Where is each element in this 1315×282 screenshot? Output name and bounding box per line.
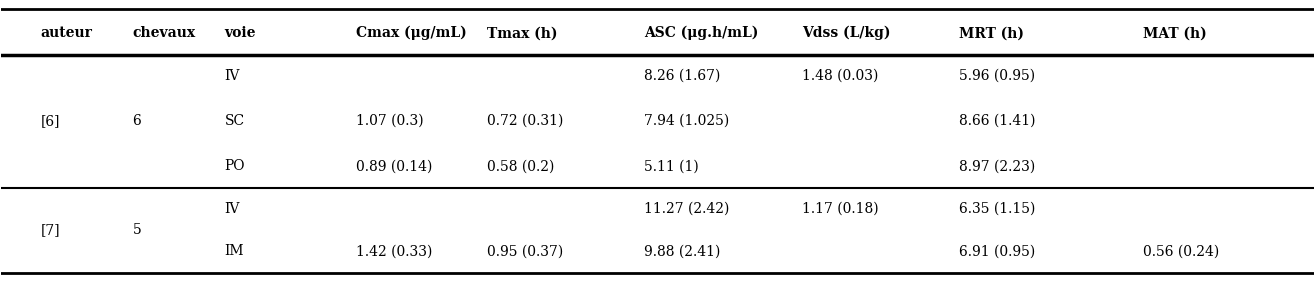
Text: voie: voie xyxy=(225,26,256,40)
Text: ASC (μg.h/mL): ASC (μg.h/mL) xyxy=(644,26,759,41)
Text: MAT (h): MAT (h) xyxy=(1143,26,1207,40)
Text: IV: IV xyxy=(225,202,239,216)
Text: 0.72 (0.31): 0.72 (0.31) xyxy=(487,114,563,128)
Text: SC: SC xyxy=(225,114,245,128)
Text: 1.07 (0.3): 1.07 (0.3) xyxy=(355,114,423,128)
Text: 1.48 (0.03): 1.48 (0.03) xyxy=(802,69,878,83)
Text: [6]: [6] xyxy=(41,114,60,128)
Text: 0.95 (0.37): 0.95 (0.37) xyxy=(487,244,563,258)
Text: IM: IM xyxy=(225,244,245,258)
Text: 8.26 (1.67): 8.26 (1.67) xyxy=(644,69,721,83)
Text: PO: PO xyxy=(225,159,245,173)
Text: 0.58 (0.2): 0.58 (0.2) xyxy=(487,159,555,173)
Text: 0.56 (0.24): 0.56 (0.24) xyxy=(1143,244,1219,258)
Text: 7.94 (1.025): 7.94 (1.025) xyxy=(644,114,730,128)
Text: 8.97 (2.23): 8.97 (2.23) xyxy=(960,159,1035,173)
Text: chevaux: chevaux xyxy=(133,26,196,40)
Text: 8.66 (1.41): 8.66 (1.41) xyxy=(960,114,1036,128)
Text: [7]: [7] xyxy=(41,223,60,237)
Text: 1.42 (0.33): 1.42 (0.33) xyxy=(355,244,433,258)
Text: 6: 6 xyxy=(133,114,141,128)
Text: auteur: auteur xyxy=(41,26,92,40)
Text: 11.27 (2.42): 11.27 (2.42) xyxy=(644,202,730,216)
Text: IV: IV xyxy=(225,69,239,83)
Text: 9.88 (2.41): 9.88 (2.41) xyxy=(644,244,721,258)
Text: 5: 5 xyxy=(133,223,141,237)
Text: 5.11 (1): 5.11 (1) xyxy=(644,159,700,173)
Text: MRT (h): MRT (h) xyxy=(960,26,1024,40)
Text: Tmax (h): Tmax (h) xyxy=(487,26,558,40)
Text: 0.89 (0.14): 0.89 (0.14) xyxy=(355,159,433,173)
Text: Cmax (μg/mL): Cmax (μg/mL) xyxy=(355,26,467,41)
Text: 1.17 (0.18): 1.17 (0.18) xyxy=(802,202,878,216)
Text: 5.96 (0.95): 5.96 (0.95) xyxy=(960,69,1035,83)
Text: Vdss (L/kg): Vdss (L/kg) xyxy=(802,26,890,41)
Text: 6.35 (1.15): 6.35 (1.15) xyxy=(960,202,1036,216)
Text: 6.91 (0.95): 6.91 (0.95) xyxy=(960,244,1035,258)
